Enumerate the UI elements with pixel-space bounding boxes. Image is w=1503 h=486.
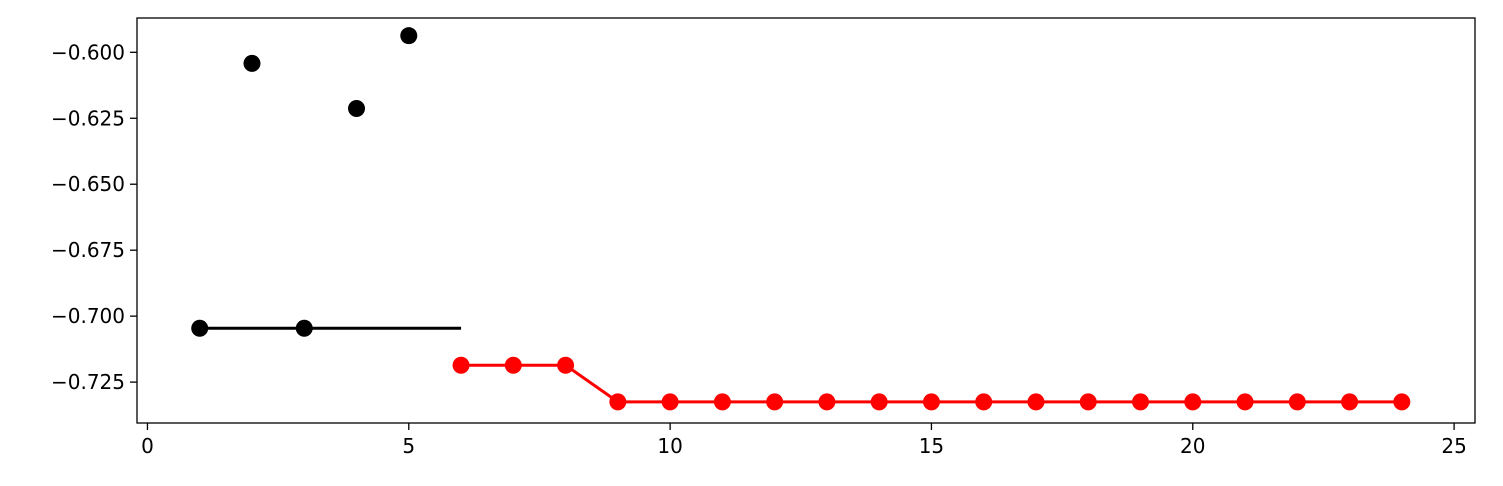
- data-point: [1079, 393, 1097, 411]
- data-point: [1341, 393, 1359, 411]
- data-point: [766, 393, 784, 411]
- data-point: [609, 393, 627, 411]
- data-point: [713, 393, 731, 411]
- plot-area: [191, 27, 1411, 411]
- y-tick-label: −0.700: [51, 304, 125, 328]
- y-tick-label: −0.650: [51, 172, 125, 196]
- data-point: [1027, 393, 1045, 411]
- data-point: [243, 54, 261, 72]
- x-tick-label: 0: [141, 434, 154, 458]
- y-tick-label: −0.725: [51, 370, 125, 394]
- data-point: [975, 393, 993, 411]
- data-point: [818, 393, 836, 411]
- data-point: [1132, 393, 1149, 411]
- data-point: [1393, 393, 1411, 411]
- data-point: [922, 393, 940, 411]
- y-tick-label: −0.600: [51, 40, 125, 64]
- data-point: [1288, 393, 1306, 411]
- data-point: [661, 393, 679, 411]
- y-tick-label: −0.625: [51, 106, 125, 130]
- data-point: [504, 356, 522, 374]
- data-point: [870, 393, 888, 411]
- x-tick-label: 10: [657, 434, 682, 458]
- data-point: [557, 356, 575, 374]
- x-axis: 0 5 10 15 20 25: [141, 423, 1467, 458]
- data-point: [400, 27, 418, 45]
- data-point: [348, 99, 366, 117]
- axes-frame: [136, 17, 1476, 424]
- data-point: [1184, 393, 1202, 411]
- series-optimized: [452, 356, 1411, 411]
- x-tick-label: 25: [1441, 434, 1466, 458]
- data-point: [452, 356, 470, 374]
- x-tick-label: 15: [919, 434, 944, 458]
- series-initial-points: [191, 27, 418, 337]
- data-point: [1236, 393, 1254, 411]
- y-tick-label: −0.675: [51, 238, 125, 262]
- x-tick-label: 20: [1180, 434, 1205, 458]
- x-tick-label: 5: [402, 434, 415, 458]
- y-axis: −0.600 −0.625 −0.650 −0.675 −0.700 −0.725: [51, 40, 137, 394]
